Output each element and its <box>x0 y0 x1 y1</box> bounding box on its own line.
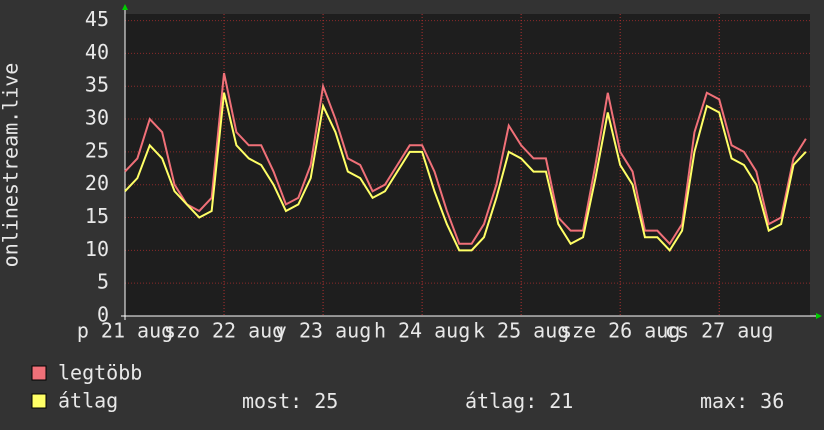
legend-swatch <box>31 365 47 381</box>
y-tick-label: 5 <box>97 270 109 294</box>
y-tick-label: 10 <box>85 237 109 261</box>
series-line <box>124 72 807 246</box>
legend-label: legtöbb <box>58 361 142 385</box>
x-tick-label: h 24 aug <box>374 319 470 343</box>
x-tick-label: sze 26 aug <box>560 319 680 343</box>
stat-value: 21 <box>549 389 573 413</box>
stat-label: max: <box>700 389 748 413</box>
y-axis-label: onlinestream.live <box>0 63 23 268</box>
stat-value: 25 <box>314 389 338 413</box>
y-tick-label: 40 <box>85 40 109 64</box>
y-tick-label: 35 <box>85 73 109 97</box>
legend-label: átlag <box>58 389 118 413</box>
stat-label: most: <box>242 389 302 413</box>
y-tick-label: 25 <box>85 138 109 162</box>
y-tick-label: 45 <box>85 7 109 31</box>
plot-area <box>125 14 810 316</box>
axis-arrow <box>122 4 128 10</box>
stat: átlag: 21 <box>465 389 573 413</box>
stat: most: 25 <box>242 389 338 413</box>
stat-label: átlag: <box>465 389 537 413</box>
x-tick-label: p 21 aug <box>77 319 173 343</box>
y-tick-label: 15 <box>85 204 109 228</box>
series-line <box>124 92 807 252</box>
x-tick-label: v 23 aug <box>275 319 371 343</box>
x-tick-label: cs 27 aug <box>665 319 773 343</box>
stat: max: 36 <box>700 389 784 413</box>
x-tick-label: k 25 aug <box>473 319 569 343</box>
legend-swatch <box>31 393 47 409</box>
y-tick-label: 30 <box>85 106 109 130</box>
y-tick-label: 20 <box>85 171 109 195</box>
axis-arrow <box>816 313 822 319</box>
y-tick-label: 0 <box>97 303 109 327</box>
x-tick-label: szo 22 aug <box>164 319 284 343</box>
stat-value: 36 <box>760 389 784 413</box>
